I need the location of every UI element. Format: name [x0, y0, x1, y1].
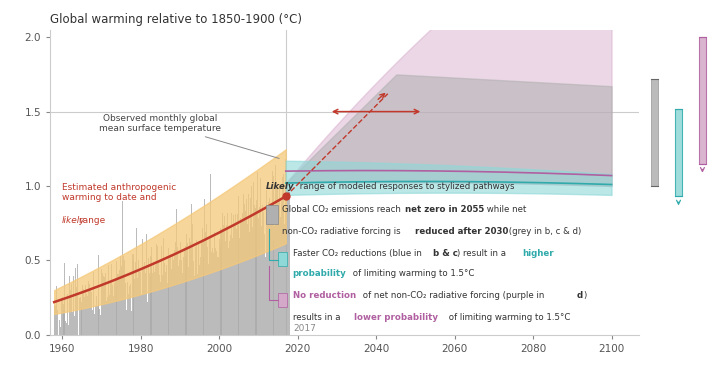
Bar: [675, 109, 682, 196]
Text: range: range: [76, 216, 105, 225]
Text: of limiting warming to 1.5°C: of limiting warming to 1.5°C: [350, 269, 475, 278]
Text: No reduction: No reduction: [292, 291, 355, 300]
Text: of net non-CO₂ radiative forcing (purple in: of net non-CO₂ radiative forcing (purple…: [360, 291, 547, 300]
Text: higher: higher: [522, 249, 554, 258]
Text: Global warming relative to 1850-1900 (°C): Global warming relative to 1850-1900 (°C…: [50, 13, 302, 26]
Text: Estimated anthropogenic
warming to date and: Estimated anthropogenic warming to date …: [62, 183, 177, 202]
Text: b & c: b & c: [432, 249, 457, 258]
Text: probability: probability: [292, 269, 346, 278]
Text: Observed monthly global
mean surface temperature: Observed monthly global mean surface tem…: [99, 114, 279, 158]
Text: ) result in a: ) result in a: [457, 249, 508, 258]
Text: lower probability: lower probability: [354, 313, 438, 322]
Bar: [266, 205, 278, 224]
Text: net zero in 2055: net zero in 2055: [405, 205, 485, 214]
Text: reduced after 2030: reduced after 2030: [414, 227, 508, 236]
Text: while net: while net: [484, 205, 526, 214]
Text: (grey in b, c & d): (grey in b, c & d): [506, 227, 582, 236]
Bar: [278, 293, 287, 307]
Text: Likely: Likely: [266, 182, 294, 191]
Text: of limiting warming to 1.5°C: of limiting warming to 1.5°C: [446, 313, 570, 322]
Bar: [699, 37, 706, 164]
Text: non-CO₂ radiative forcing is: non-CO₂ radiative forcing is: [282, 227, 404, 236]
Text: results in a: results in a: [292, 313, 342, 322]
Bar: [278, 252, 287, 266]
Text: ): ): [583, 291, 587, 300]
Text: 2017: 2017: [294, 324, 317, 333]
Text: Faster CO₂ reductions (blue in: Faster CO₂ reductions (blue in: [292, 249, 424, 258]
Text: range of modeled responses to stylized pathways: range of modeled responses to stylized p…: [297, 182, 515, 191]
Text: Global CO₂ emissions reach: Global CO₂ emissions reach: [282, 205, 404, 214]
Text: d: d: [577, 291, 582, 300]
Text: likely: likely: [62, 216, 85, 225]
Bar: [651, 79, 658, 186]
